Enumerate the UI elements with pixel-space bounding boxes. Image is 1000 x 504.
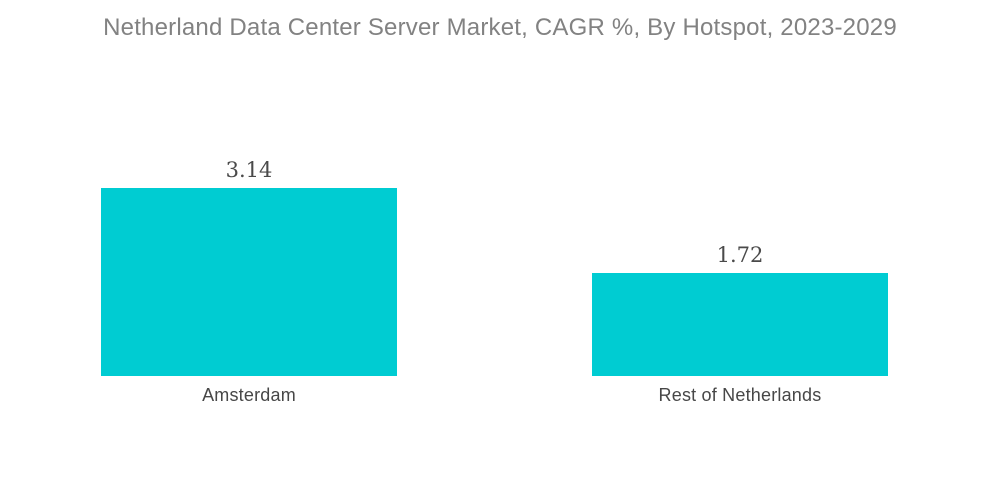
- chart-title: Netherland Data Center Server Market, CA…: [103, 14, 897, 41]
- bar-value-label-rest-of-netherlands: 1.72: [716, 243, 764, 267]
- bar-value-label-amsterdam: 3.14: [225, 158, 273, 182]
- category-label-rest-of-netherlands: Rest of Netherlands: [658, 385, 822, 405]
- category-label-amsterdam: Amsterdam: [202, 385, 296, 405]
- bar-group-rest-of-netherlands: 1.72: [592, 245, 888, 376]
- bar-rest-of-netherlands: [592, 273, 888, 376]
- bar-amsterdam: [101, 188, 397, 376]
- bar-group-amsterdam: 3.14: [101, 160, 397, 376]
